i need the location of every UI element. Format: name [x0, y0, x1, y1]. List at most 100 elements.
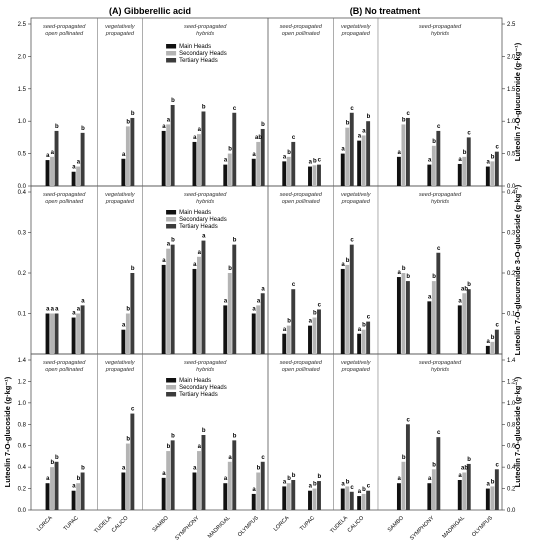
bar [45, 313, 50, 354]
category-label: TUDELA [329, 515, 349, 535]
bar [349, 491, 354, 510]
significance-letter: a [341, 262, 345, 268]
bar [457, 305, 462, 354]
legend-swatch [166, 58, 177, 63]
bar [361, 135, 366, 186]
significance-letter: a [167, 242, 171, 248]
bar [125, 443, 130, 510]
significance-letter: a [162, 124, 166, 130]
significance-letter: a [486, 482, 490, 488]
significance-letter: b [81, 126, 85, 132]
category-label: OLYMPUS [237, 515, 260, 538]
y-tick-label-right: 1.2 [507, 379, 516, 385]
significance-letter: a [122, 152, 126, 158]
group-label: seed-propagated [184, 360, 227, 366]
bar [494, 469, 499, 510]
group-label: vegetatively [341, 24, 372, 30]
bar [427, 301, 432, 354]
category-label: TUPAC [63, 515, 80, 532]
category-label: TUPAC [299, 515, 316, 532]
y-tick-label-right: 1.5 [507, 87, 516, 93]
y-tick-label-left: 0.6 [18, 444, 27, 450]
significance-letter: a [252, 487, 256, 493]
bar [76, 483, 81, 510]
bar [490, 161, 495, 186]
group-label: hybrids [431, 367, 449, 373]
legend-label: Main Heads [179, 378, 211, 384]
y-tick-label-left: 0.0 [18, 508, 27, 514]
row-frame [30, 17, 503, 187]
significance-letter: b [261, 122, 265, 128]
significance-letter: a [398, 150, 402, 156]
y-tick-label-right: 0.2 [507, 271, 516, 277]
significance-letter: a [428, 294, 432, 300]
bar [366, 121, 371, 186]
bar [401, 273, 406, 354]
significance-letter: a [193, 135, 197, 141]
group-label: open pollinated [282, 31, 321, 37]
significance-letter: a [198, 250, 202, 256]
significance-letter: b [131, 111, 135, 117]
significance-letter: b [367, 114, 371, 120]
bar [405, 424, 410, 510]
bar [462, 472, 467, 510]
row-frame [30, 353, 503, 511]
bar [256, 305, 261, 354]
significance-letter: a [224, 476, 228, 482]
significance-letter: b [126, 307, 130, 313]
bar [80, 472, 85, 510]
significance-letter: c [292, 135, 296, 141]
bar [286, 483, 291, 510]
bar [50, 467, 54, 510]
significance-letter: b [491, 154, 495, 160]
y-tick-label-right: 0.2 [507, 487, 516, 493]
bar [223, 164, 228, 186]
group-label: vegetatively [105, 24, 136, 30]
y-tick-label-right: 1.4 [507, 358, 516, 364]
significance-letter: a [224, 158, 228, 164]
bar [490, 486, 495, 510]
group-label: seed-propagated [280, 192, 323, 198]
significance-letter: a [358, 489, 362, 495]
significance-letter: a [51, 307, 55, 313]
bar [457, 480, 462, 510]
bar [232, 112, 237, 186]
significance-letter: c [318, 158, 322, 164]
y-tick-label-left: 0.0 [18, 184, 27, 190]
significance-letter: a [162, 258, 166, 264]
legend-label: Main Heads [179, 44, 211, 50]
group-label: propagated [341, 199, 371, 205]
legend-swatch [166, 217, 177, 222]
significance-letter: a [252, 152, 256, 158]
significance-letter: b [491, 335, 495, 341]
bar [251, 313, 256, 354]
significance-letter: a [72, 484, 76, 490]
bar [130, 413, 135, 510]
significance-letter: b [467, 457, 471, 463]
group-label: seed-propagated [419, 360, 462, 366]
bar [227, 461, 232, 510]
y-tick-label-right: 0.4 [507, 465, 516, 471]
significance-letter: a [341, 482, 345, 488]
significance-letter: a [398, 476, 402, 482]
significance-letter: b [167, 444, 171, 450]
bar [357, 496, 362, 510]
legend-swatch [166, 224, 177, 229]
significance-letter: b [346, 479, 350, 485]
panel-title-a: (A) Gibberellic acid [109, 6, 191, 16]
bar [291, 480, 296, 510]
significance-letter: a [283, 479, 287, 485]
significance-letter: b [233, 238, 237, 244]
significance-letter: a [202, 234, 206, 240]
bar [286, 156, 291, 186]
significance-letter: a [81, 298, 85, 304]
y-tick-label-left: 1.5 [18, 87, 27, 93]
bar [361, 493, 366, 510]
legend-swatch [166, 44, 177, 49]
significance-letter: b [313, 482, 317, 488]
bar [457, 163, 462, 186]
bar [251, 493, 256, 510]
significance-letter: a [193, 466, 197, 472]
significance-letter: ab [461, 466, 468, 472]
bar [71, 317, 76, 354]
